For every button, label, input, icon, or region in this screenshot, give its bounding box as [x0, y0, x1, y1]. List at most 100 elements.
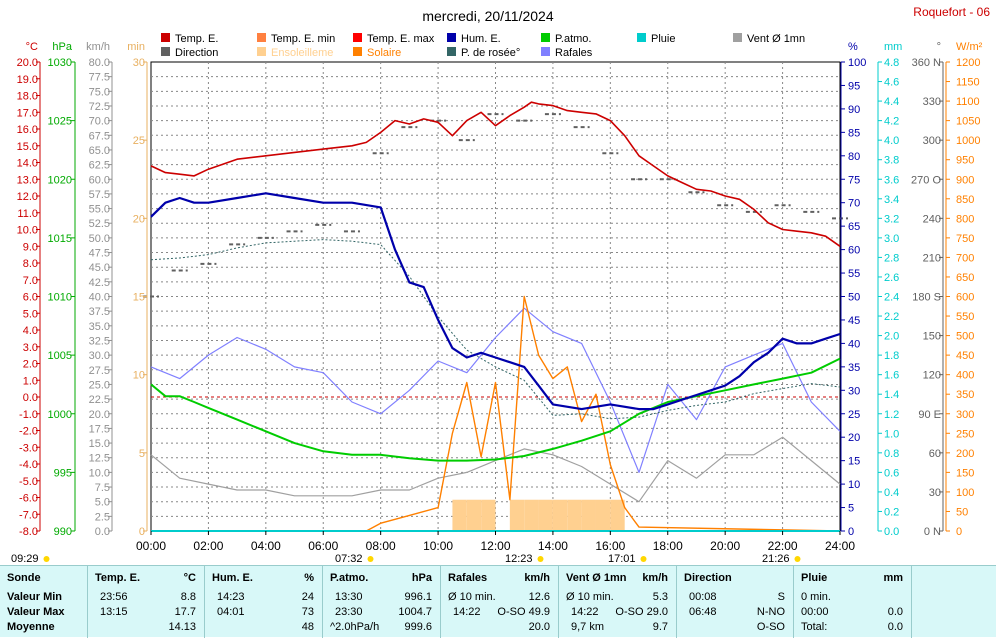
axis-label-temp-22: -2.0 [19, 426, 38, 438]
series-group [143, 101, 848, 532]
axis-label-solar-0: 1200 [956, 57, 980, 69]
x-label-4: 08:00 [366, 539, 396, 553]
stats-header-sonde: Sonde [7, 572, 41, 584]
x-label-12: 24:00 [825, 539, 855, 553]
axis-label-solar-7: 850 [956, 194, 974, 206]
legend-label-4: P.atmo. [555, 33, 592, 45]
axis-label-wind-10: 55.0 [89, 204, 110, 216]
sun-icon-2 [537, 556, 544, 562]
hum-avg-value: 48 [301, 621, 314, 633]
legend-swatch-0 [161, 33, 170, 42]
axis-label-rain-14: 2.0 [884, 331, 899, 343]
x-label-5: 10:00 [423, 539, 453, 553]
axis-label-sun_min-1: 25 [133, 135, 145, 147]
x-label-8: 16:00 [595, 539, 625, 553]
axis-label-temp-20: 0.0 [23, 392, 38, 404]
sun-time-3: 17:01 [608, 553, 636, 565]
axis-label-direction-9: 90 E [918, 409, 941, 421]
axis-label-solar-18: 300 [956, 409, 974, 421]
axis-label-humidity-17: 15 [848, 456, 860, 468]
axis-unit-temp: °C [26, 41, 38, 53]
stats-unit-patmo: hPa [411, 572, 432, 584]
legend-swatch-6 [733, 33, 742, 42]
axis-unit-solar: W/m² [956, 41, 983, 53]
axis-label-solar-5: 950 [956, 155, 974, 167]
axis-label-solar-16: 400 [956, 370, 974, 382]
axis-label-solar-19: 250 [956, 428, 974, 440]
axis-label-pressure-5: 1005 [48, 350, 72, 362]
legend-swatch-3 [447, 33, 456, 42]
axis-label-solar-20: 200 [956, 448, 974, 460]
axis-label-pressure-4: 1010 [48, 292, 72, 304]
axis-label-temp-24: -4.0 [19, 459, 38, 471]
axis-label-direction-0: 360 N [912, 57, 941, 69]
axis-label-rain-22: 0.4 [884, 487, 899, 499]
sun-time-4: 21:26 [762, 553, 790, 565]
axis-label-rain-17: 1.4 [884, 389, 899, 401]
sun-bar-5 [538, 499, 553, 531]
axis-label-rain-0: 4.8 [884, 57, 899, 69]
axis-label-direction-8: 120 [923, 370, 941, 382]
vent-min-time: Ø 10 min. [566, 591, 614, 603]
patmo-min-time: 13:30 [335, 591, 363, 603]
sun-icon-3 [640, 556, 647, 562]
axis-label-rain-13: 2.2 [884, 311, 899, 323]
legend-label-10: P. de rosée° [461, 47, 520, 59]
axis-label-temp-1: 19.0 [17, 74, 38, 86]
axis-label-direction-10: 60 [929, 448, 941, 460]
axis-label-rain-4: 4.0 [884, 135, 899, 147]
axis-label-wind-6: 65.0 [89, 145, 110, 157]
axis-label-temp-11: 9.0 [23, 241, 38, 253]
axis-label-wind-18: 35.0 [89, 321, 110, 333]
axis-label-solar-6: 900 [956, 174, 974, 186]
axis-label-humidity-6: 70 [848, 198, 860, 210]
legend-swatch-11 [541, 47, 550, 56]
axis-label-humidity-11: 45 [848, 315, 860, 327]
axis-label-sun_min-4: 10 [133, 370, 145, 382]
x-label-1: 02:00 [193, 539, 223, 553]
sun-bar-7 [567, 499, 582, 531]
sunshine-bars [452, 499, 625, 531]
axis-label-temp-0: 20.0 [17, 57, 38, 69]
weather-chart: mercredi, 20/11/2024 Roquefort - 06 Temp… [11, 5, 990, 565]
axis-label-humidity-19: 5 [848, 503, 854, 515]
axis-label-humidity-14: 30 [848, 385, 860, 397]
axis-label-wind-21: 27.5 [89, 365, 110, 377]
axis-label-rain-7: 3.4 [884, 194, 899, 206]
sun-times: 09:29 07:32 12:23 17:01 21:26 [11, 553, 801, 565]
chart-legend: Temp. E. Temp. E. min Temp. E. max Hum. E. P… [161, 33, 805, 59]
axis-label-temp-17: 3.0 [23, 342, 38, 354]
axis-label-temp-7: 13.0 [17, 174, 38, 186]
legend-label-0: Temp. E. [175, 33, 218, 45]
axis-label-sun_min-3: 15 [133, 292, 145, 304]
axis-label-temp-12: 8.0 [23, 258, 38, 270]
legend-label-3: Hum. E. [461, 33, 501, 45]
axis-label-direction-6: 180 S [912, 292, 941, 304]
axis-label-solar-22: 100 [956, 487, 974, 499]
axis-label-rain-2: 4.4 [884, 96, 899, 108]
sun-bar-3 [509, 499, 525, 531]
axis-label-rain-23: 0.2 [884, 506, 899, 518]
sun-bar-6 [552, 499, 568, 531]
axis-label-direction-1: 330 [923, 96, 941, 108]
axis-unit-pressure: hPa [52, 41, 72, 53]
axis-label-humidity-5: 75 [848, 174, 860, 186]
axis-unit-sun_min: min [127, 41, 145, 53]
axis-label-wind-11: 52.5 [89, 218, 110, 230]
axis-label-humidity-18: 10 [848, 479, 860, 491]
axis-label-pressure-7: 995 [54, 467, 72, 479]
temp-min-time: 23:56 [100, 591, 128, 603]
legend-label-5: Pluie [651, 33, 675, 45]
temp-avg-value: 14.13 [168, 621, 196, 633]
pluie-total-value: 0.0 [887, 621, 903, 633]
axis-label-sun_min-2: 20 [133, 213, 145, 225]
axis-label-wind-25: 17.5 [89, 423, 110, 435]
axis-label-rain-19: 1.0 [884, 428, 899, 440]
patmo-trend: ^2.0hPa/h [330, 621, 380, 633]
legend-swatch-2 [353, 33, 362, 42]
axis-label-rain-18: 1.2 [884, 409, 899, 421]
axis-label-solar-8: 800 [956, 213, 974, 225]
legend-label-9: Solaire [367, 47, 401, 59]
pluie-total-label: Total: [801, 621, 828, 633]
x-label-0: 00:00 [136, 539, 166, 553]
